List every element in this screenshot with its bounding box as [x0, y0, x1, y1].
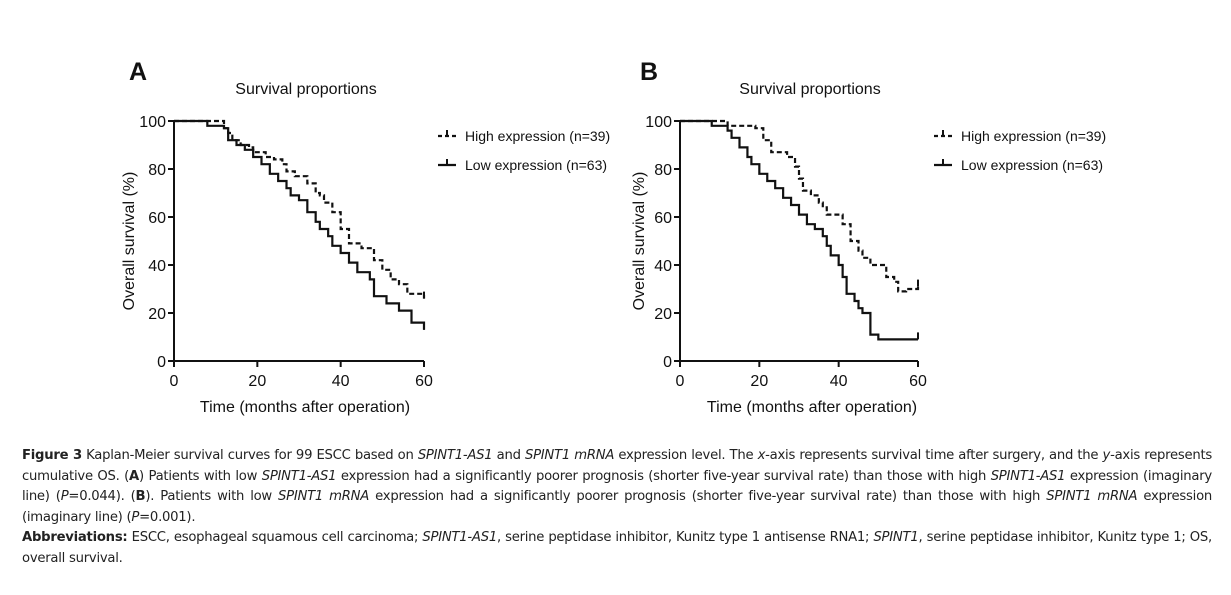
high-expression-curve: [680, 119, 920, 293]
caption-text-segment: expression (imaginary line) (: [22, 468, 1212, 505]
caption-abbreviations: Abbreviations: ESCC, esophageal squamous…: [22, 528, 1212, 569]
legend-entry: High expression (n=39): [934, 128, 1106, 144]
caption-text-segment: B: [135, 489, 146, 504]
caption-text-segment: x: [757, 448, 766, 463]
legend-label: Low expression (n=63): [465, 157, 607, 173]
caption-text-segment: ESCC, esophageal squamous cell carcinoma…: [127, 530, 423, 545]
caption-text-segment: P: [131, 509, 140, 525]
y-tick-label: 80: [148, 162, 166, 179]
legend-entry: Low expression (n=63): [934, 157, 1103, 173]
caption-text-segment: expression had a significantly poorer pr…: [336, 468, 991, 484]
y-tick-label: 20: [654, 306, 672, 323]
figure-kaplan-meier: A Survival proportions Overall survival …: [121, 58, 1106, 416]
caption-text-segment: =0.001).: [139, 509, 196, 525]
y-tick-label: 60: [654, 210, 672, 227]
caption-text-segment: SPINT1-AS1: [261, 468, 337, 484]
caption-text-segment: Abbreviations:: [22, 530, 128, 545]
caption-text-segment: -axis represents cumulative OS. (: [22, 448, 1213, 484]
x-tick-label: 0: [170, 373, 179, 390]
caption-text-segment: SPINT1-AS1: [990, 468, 1066, 484]
figure-caption: Figure 3 Kaplan-Meier survival curves fo…: [22, 446, 1212, 569]
y-tick-label: 20: [148, 306, 166, 323]
caption-main: Figure 3 Kaplan-Meier survival curves fo…: [22, 446, 1212, 528]
y-tick-label: 0: [663, 354, 672, 371]
caption-text-segment: y: [1102, 448, 1111, 463]
y-tick-label: 0: [157, 354, 166, 371]
chart-title-a: Survival proportions: [235, 81, 376, 98]
legend-label: High expression (n=39): [465, 128, 610, 144]
panel-a: A Survival proportions Overall survival …: [121, 58, 610, 416]
caption-text-segment: Kaplan-Meier survival curves for 99 ESCC…: [81, 448, 418, 463]
caption-text-segment: SPINT1 mRNA: [1046, 489, 1138, 504]
caption-text-segment: SPINT1 mRNA: [524, 448, 615, 463]
panel-b: B Survival proportions Overall survival …: [631, 58, 1106, 416]
caption-text-segment: Figure 3: [22, 448, 82, 463]
caption-text-segment: ). Patients with low: [145, 489, 279, 504]
panel-label-a: A: [129, 58, 147, 86]
low-expression-curve: [680, 119, 918, 341]
caption-text-segment: SPINT1-AS1: [417, 448, 493, 463]
x-tick-label: 60: [909, 373, 927, 390]
y-tick-label: 40: [654, 258, 672, 275]
high-expression-curve: [174, 119, 426, 299]
caption-text-segment: and: [492, 448, 525, 463]
x-tick-label: 20: [248, 373, 266, 390]
caption-text-segment: ) Patients with low: [139, 468, 262, 484]
legend-label: High expression (n=39): [961, 128, 1106, 144]
caption-text-segment: expression level. The: [614, 448, 758, 463]
caption-text-segment: , serine peptidase inhibitor, Kunitz typ…: [496, 530, 874, 545]
caption-text-segment: P: [60, 489, 69, 504]
caption-text-segment: , serine peptidase inhibitor, Kunitz typ…: [22, 530, 1212, 566]
y-axis-label-a: Overall survival (%): [121, 172, 138, 311]
x-tick-label: 40: [332, 373, 350, 390]
x-axis-label-a: Time (months after operation): [200, 399, 410, 416]
caption-text-segment: =0.044). (: [68, 489, 136, 504]
x-tick-label: 0: [676, 373, 685, 390]
caption-text-segment: expression (imaginary line) (: [22, 489, 1213, 525]
caption-text-segment: SPINT1-AS1: [422, 530, 497, 545]
y-tick-label: 60: [148, 210, 166, 227]
caption-text-segment: A: [129, 468, 139, 484]
caption-text-segment: -axis represents survival time after sur…: [765, 448, 1103, 463]
legend-entry: Low expression (n=63): [438, 157, 607, 173]
y-tick-label: 100: [645, 114, 672, 131]
y-tick-label: 40: [148, 258, 166, 275]
y-tick-label: 100: [139, 114, 166, 131]
x-tick-label: 60: [415, 373, 433, 390]
panel-label-b: B: [640, 58, 658, 86]
legend-label: Low expression (n=63): [961, 157, 1103, 173]
y-axis-label-b: Overall survival (%): [631, 172, 648, 311]
caption-text-segment: expression had a significantly poorer pr…: [369, 489, 1047, 504]
legend-entry: High expression (n=39): [438, 128, 610, 144]
caption-text-segment: SPINT1: [873, 530, 919, 545]
chart-title-b: Survival proportions: [739, 81, 880, 98]
x-tick-label: 20: [750, 373, 768, 390]
x-tick-label: 40: [830, 373, 848, 390]
low-expression-curve: [174, 119, 426, 330]
y-tick-label: 80: [654, 162, 672, 179]
x-axis-label-b: Time (months after operation): [707, 399, 917, 416]
caption-text-segment: SPINT1 mRNA: [278, 489, 370, 504]
